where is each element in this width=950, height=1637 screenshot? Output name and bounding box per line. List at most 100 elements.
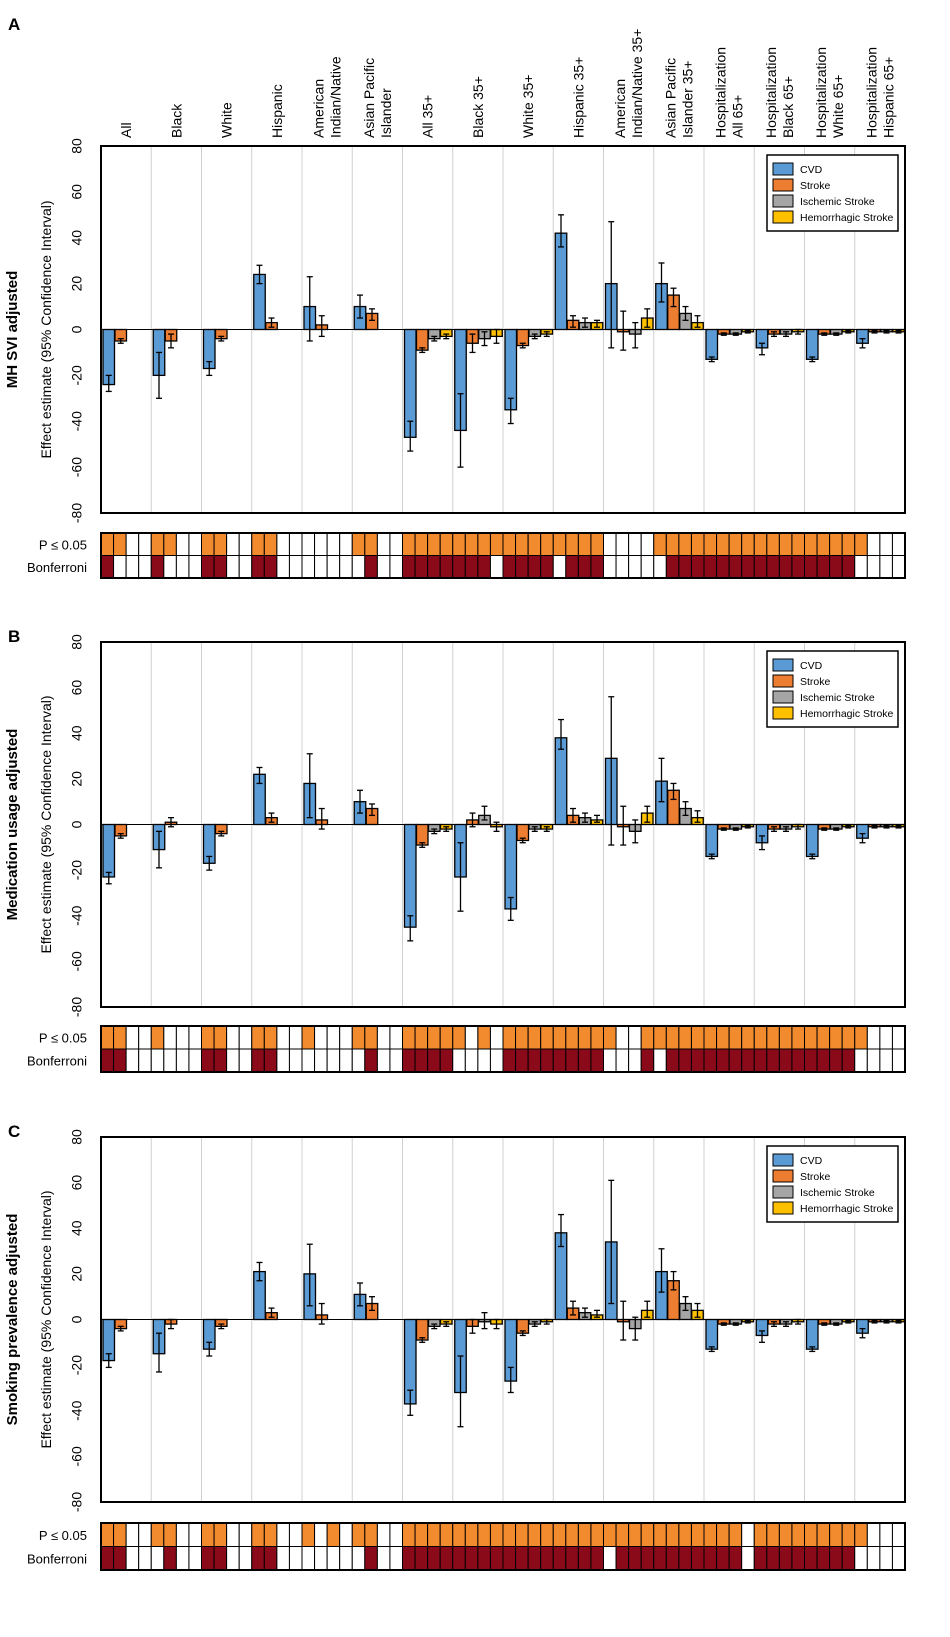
significance-cell [791,1025,805,1050]
significance-cell [251,555,265,579]
significance-cell [301,532,316,556]
significance-cell [891,532,906,556]
significance-cell [326,1546,341,1571]
significance-cell [502,555,517,579]
significance-cell [590,1048,604,1073]
panel-letter: B [8,627,20,646]
significance-cell [866,532,881,556]
significance-cell [414,1048,429,1073]
significance-cell [201,1546,215,1571]
significance-cell [100,555,115,579]
significance-cell [376,532,391,556]
legend-label: Ischemic Stroke [800,692,875,704]
significance-cell [879,1025,893,1050]
significance-cell [326,1025,341,1050]
significance-cell [603,1546,617,1571]
significance-cell [226,1025,240,1050]
significance-cell [854,1048,868,1073]
significance-row-label: Bonferroni [27,560,87,575]
significance-cell [665,1025,680,1050]
significance-cell [628,555,642,579]
significance-cell [100,532,115,556]
significance-cell [238,532,253,556]
significance-cell [653,555,667,579]
significance-cell [804,1522,818,1547]
y-tick-label: -20 [69,365,85,385]
significance-frame [100,532,906,579]
significance-cell [201,1522,215,1547]
significance-cell [527,1048,542,1073]
significance-cell [477,1522,491,1547]
significance-cell [653,1048,667,1073]
significance-cell [540,555,554,579]
significance-cell [665,555,680,579]
bar-cvd [554,737,568,826]
significance-cell [678,532,692,556]
significance-cell [891,1025,906,1050]
y-tick-label: 20 [69,276,85,292]
significance-cell [891,1048,906,1073]
significance-cell [640,532,655,556]
significance-cell [653,1522,667,1547]
significance-cell [276,1522,290,1547]
significance-cell [791,1048,805,1073]
significance-cell [138,1048,152,1073]
bar-cvd [554,232,568,331]
significance-cell [100,1025,115,1050]
significance-cell [552,555,567,579]
significance-grid: P ≤ 0.05 Bonferroni [27,532,906,579]
category-label: Asian Pacific [662,58,678,138]
significance-cell [364,555,378,579]
significance-cell [690,555,705,579]
y-tick-label: -80 [69,1492,85,1512]
significance-cell [226,532,240,556]
significance-cell [163,555,177,579]
category-label: White 35+ [520,75,536,138]
significance-cell [628,1546,642,1571]
significance-cell [477,1546,491,1571]
significance-cell [841,1025,856,1050]
significance-cell [728,1522,743,1547]
category-label: Black 65+ [780,76,796,138]
significance-cell [439,1546,454,1571]
y-tick-label: 0 [69,820,85,828]
bar-stroke [415,1318,429,1341]
significance-cell [527,1522,542,1547]
significance-cell [640,555,655,579]
significance-cell [515,555,529,579]
significance-cell [577,1546,592,1571]
significance-cell [816,532,831,556]
legend-label: CVD [800,660,823,672]
significance-cell [138,555,152,579]
category-label: Hospitalization [813,47,829,138]
significance-cell [301,1048,316,1073]
significance-cell [891,1522,906,1547]
significance-cell [389,1048,403,1073]
significance-cell [829,1522,843,1547]
significance-cell [175,532,190,556]
significance-cell [879,1048,893,1073]
significance-cell [891,1546,906,1571]
bar-cvd [102,823,116,878]
y-tick-label: 60 [69,1175,85,1191]
significance-cell [288,555,303,579]
significance-cell [829,555,843,579]
y-tick-label: 80 [69,634,85,650]
significance-cell [502,532,517,556]
significance-cell [489,532,504,556]
significance-cell [414,532,429,556]
significance-cell [238,1522,253,1547]
significance-cell [452,555,466,579]
significance-cell [628,1522,642,1547]
legend-label: Ischemic Stroke [800,196,875,208]
significance-cell [628,1025,642,1050]
significance-cell [113,1522,127,1547]
significance-cell [766,1522,780,1547]
significance-cell [188,1048,202,1073]
significance-cell [577,532,592,556]
significance-cell [879,1522,893,1547]
significance-cell [402,532,416,556]
legend: CVD Stroke Ischemic Stroke Hemorrhagic Stro… [766,1145,899,1223]
significance-cell [841,555,856,579]
category-label: Black [168,103,184,138]
